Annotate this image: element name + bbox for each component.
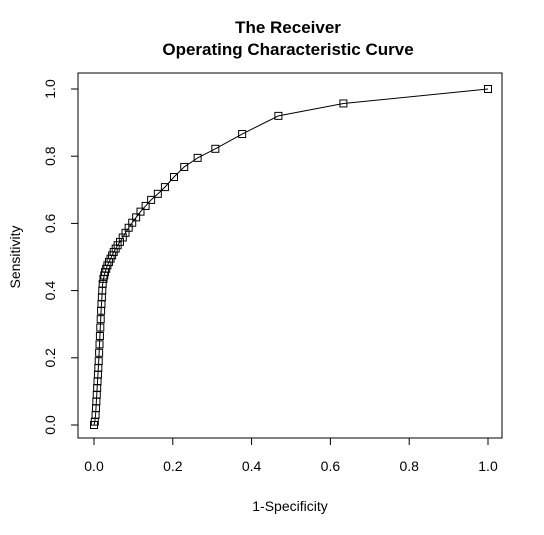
chart-title: The Receiver Operating Characteristic Cu… (162, 18, 413, 59)
x-tick-label: 0.2 (163, 458, 183, 474)
data-point-marker (95, 331, 104, 340)
data-point-marker (193, 153, 202, 162)
y-tick-label: 0.2 (42, 348, 58, 368)
y-tick-label: 0.6 (42, 213, 58, 233)
x-tick-label: 0.4 (242, 458, 262, 474)
data-point-marker (141, 201, 150, 210)
data-point-marker (160, 183, 169, 192)
data-point-marker (95, 340, 104, 349)
y-tick-label: 0.4 (42, 281, 58, 301)
data-point-marker (96, 315, 105, 324)
data-point-marker (147, 195, 156, 204)
data-point-marker (211, 144, 220, 153)
x-tick-label: 0.6 (321, 458, 341, 474)
y-axis: 0.0 0.2 0.4 0.6 0.8 1.0 (42, 79, 79, 435)
x-tick-label: 0.0 (84, 458, 104, 474)
data-point-marker (94, 357, 103, 366)
y-tick-label: 0.8 (42, 146, 58, 166)
chart-title-line-2: Operating Characteristic Curve (162, 40, 413, 59)
data-point-marker (95, 348, 104, 357)
y-axis-label: Sensitivity (7, 225, 23, 288)
data-point-marker (339, 99, 348, 108)
roc-curve-line (93, 88, 489, 426)
x-tick-label: 1.0 (478, 458, 498, 474)
x-axis: 0.0 0.2 0.4 0.6 0.8 1.0 (84, 437, 498, 474)
chart-title-line-1: The Receiver (235, 18, 341, 37)
plot-area-frame (77, 72, 503, 439)
data-point-marker (180, 162, 189, 171)
y-tick-label: 0.0 (42, 415, 58, 435)
y-tick-label: 1.0 (42, 79, 58, 99)
roc-series (90, 85, 492, 429)
data-point-marker (136, 207, 145, 216)
data-point-marker (118, 233, 127, 242)
data-point-marker (116, 237, 124, 246)
x-axis-label: 1-Specificity (252, 498, 327, 514)
data-point-marker (132, 213, 141, 222)
data-point-marker (96, 323, 105, 332)
x-tick-label: 0.8 (399, 458, 419, 474)
data-point-marker (238, 130, 247, 139)
data-point-marker (153, 189, 162, 198)
data-point-marker (98, 279, 107, 288)
data-point-marker (274, 111, 283, 120)
data-point-marker (169, 173, 178, 182)
data-point-marker (484, 85, 492, 93)
